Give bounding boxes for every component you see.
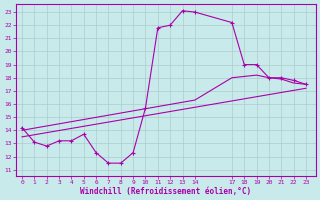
X-axis label: Windchill (Refroidissement éolien,°C): Windchill (Refroidissement éolien,°C) bbox=[80, 187, 252, 196]
